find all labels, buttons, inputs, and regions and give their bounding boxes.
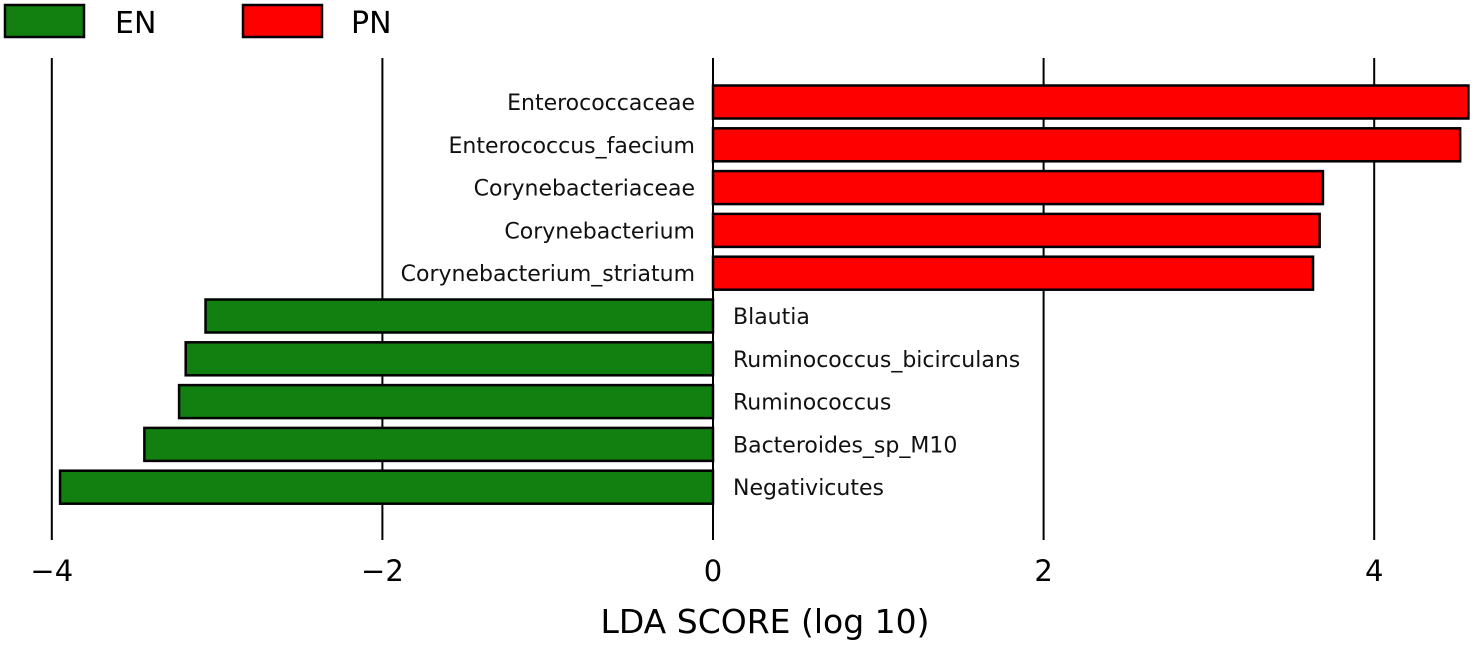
bar (711, 84, 1470, 120)
bar-label: Corynebacterium (504, 219, 695, 244)
bar-label: Enterococcus_faecium (448, 134, 695, 159)
bar-label: Ruminococcus_bicirculans (733, 348, 1020, 373)
legend-label: EN (115, 6, 156, 41)
bar (711, 212, 1321, 249)
bar-label: Blautia (733, 305, 810, 330)
x-tick-label: −4 (30, 554, 73, 588)
x-tick-label: −2 (361, 554, 404, 588)
legend-swatch (241, 3, 324, 39)
legend: EN PN (3, 3, 392, 41)
bar-label: Bacteroides_sp_M10 (733, 433, 957, 458)
bar-label: Corynebacterium_striatum (401, 262, 695, 287)
bar-label: Ruminococcus (733, 391, 891, 416)
legend-swatch (3, 3, 86, 39)
bar-label: Corynebacteriaceae (474, 177, 695, 202)
bar (177, 383, 715, 420)
bar (204, 298, 715, 334)
x-axis-ticks: −4 −2 0 2 4 (30, 554, 1383, 588)
bar-label: Enterococcaceae (507, 91, 695, 116)
bar (58, 469, 715, 505)
legend-label: PN (351, 6, 392, 41)
bar (711, 169, 1325, 206)
bars (58, 84, 1470, 505)
x-tick-label: 2 (1034, 554, 1052, 588)
bar (711, 127, 1462, 163)
x-axis-title: LDA SCORE (log 10) (600, 602, 929, 641)
x-tick-label: 4 (1365, 554, 1383, 588)
bar-label: Negativicutes (733, 476, 884, 501)
bar (143, 426, 715, 463)
bar-labels: Enterococcaceae Enterococcus_faecium Coryn… (401, 91, 1021, 501)
bar (184, 341, 715, 377)
bar (711, 255, 1315, 291)
x-tick-label: 0 (704, 554, 722, 588)
